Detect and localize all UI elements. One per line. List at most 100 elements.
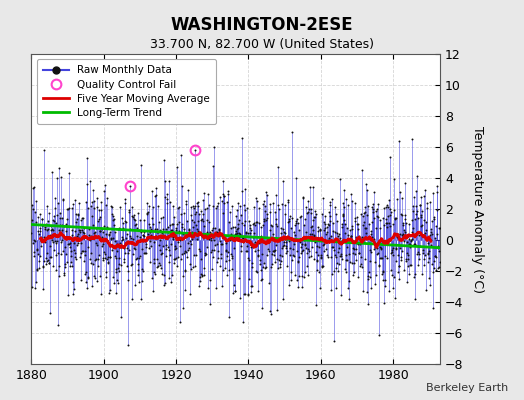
Point <box>130 245 138 251</box>
Point <box>106 254 114 260</box>
Point <box>286 245 294 251</box>
Point <box>201 252 210 258</box>
Point <box>161 280 169 286</box>
Point <box>293 277 301 283</box>
Point <box>97 291 105 298</box>
Point <box>171 225 180 231</box>
Point <box>65 234 73 240</box>
Point <box>310 232 318 238</box>
Point <box>237 248 245 254</box>
Point <box>153 264 161 270</box>
Point <box>395 262 403 269</box>
Point <box>196 278 204 284</box>
Point <box>368 205 377 212</box>
Point <box>319 227 328 233</box>
Point <box>435 224 444 231</box>
Point <box>75 200 83 206</box>
Point <box>309 217 318 224</box>
Point <box>148 215 157 222</box>
Point <box>312 210 320 217</box>
Point <box>157 265 165 272</box>
Point <box>163 224 172 230</box>
Point <box>367 219 376 225</box>
Point <box>269 230 277 237</box>
Point <box>428 261 436 268</box>
Point <box>288 215 297 222</box>
Point <box>230 244 238 251</box>
Point <box>85 236 93 242</box>
Point <box>172 226 181 233</box>
Point <box>178 182 187 189</box>
Point <box>242 229 250 235</box>
Point <box>129 212 138 218</box>
Point <box>185 226 193 232</box>
Point <box>244 292 253 298</box>
Point <box>211 241 219 248</box>
Point <box>30 237 38 243</box>
Point <box>146 229 155 236</box>
Point <box>173 262 181 269</box>
Point <box>320 218 329 225</box>
Point <box>59 196 67 203</box>
Point <box>303 250 311 256</box>
Point <box>31 285 39 291</box>
Point <box>387 250 395 256</box>
Point <box>363 272 372 279</box>
Point <box>130 245 139 252</box>
Point <box>233 207 241 213</box>
Point <box>276 261 285 267</box>
Point <box>73 242 81 248</box>
Point <box>193 235 201 242</box>
Point <box>305 236 314 242</box>
Point <box>433 189 441 196</box>
Point <box>238 187 246 194</box>
Point <box>426 199 434 206</box>
Point <box>78 248 86 254</box>
Point <box>91 228 100 235</box>
Point <box>218 283 226 289</box>
Point <box>353 274 362 280</box>
Point <box>189 203 197 210</box>
Point <box>127 235 135 242</box>
Point <box>313 243 322 249</box>
Point <box>174 254 182 260</box>
Point <box>31 238 39 244</box>
Point <box>423 204 431 211</box>
Point <box>222 247 231 254</box>
Point <box>408 136 417 142</box>
Point <box>375 262 383 269</box>
Point <box>420 216 428 223</box>
Point <box>386 206 394 213</box>
Point <box>238 234 247 241</box>
Point <box>102 231 110 237</box>
Point <box>73 216 81 222</box>
Point <box>408 236 416 242</box>
Point <box>128 251 137 258</box>
Point <box>349 250 357 256</box>
Point <box>152 184 160 191</box>
Point <box>373 251 381 258</box>
Point <box>278 244 287 251</box>
Point <box>179 304 187 311</box>
Point <box>433 265 442 271</box>
Point <box>93 278 101 284</box>
Point <box>121 249 129 256</box>
Point <box>379 205 388 211</box>
Point <box>321 213 329 220</box>
Point <box>248 264 257 270</box>
Point <box>158 232 167 239</box>
Point <box>123 245 132 251</box>
Point <box>186 291 194 297</box>
Point <box>177 152 185 158</box>
Point <box>95 206 103 213</box>
Point <box>301 229 310 236</box>
Point <box>91 275 99 281</box>
Point <box>71 228 80 234</box>
Point <box>314 234 323 241</box>
Point <box>83 284 91 291</box>
Point <box>423 251 432 257</box>
Point <box>209 202 217 209</box>
Point <box>125 207 134 213</box>
Point <box>180 250 189 256</box>
Point <box>47 227 55 233</box>
